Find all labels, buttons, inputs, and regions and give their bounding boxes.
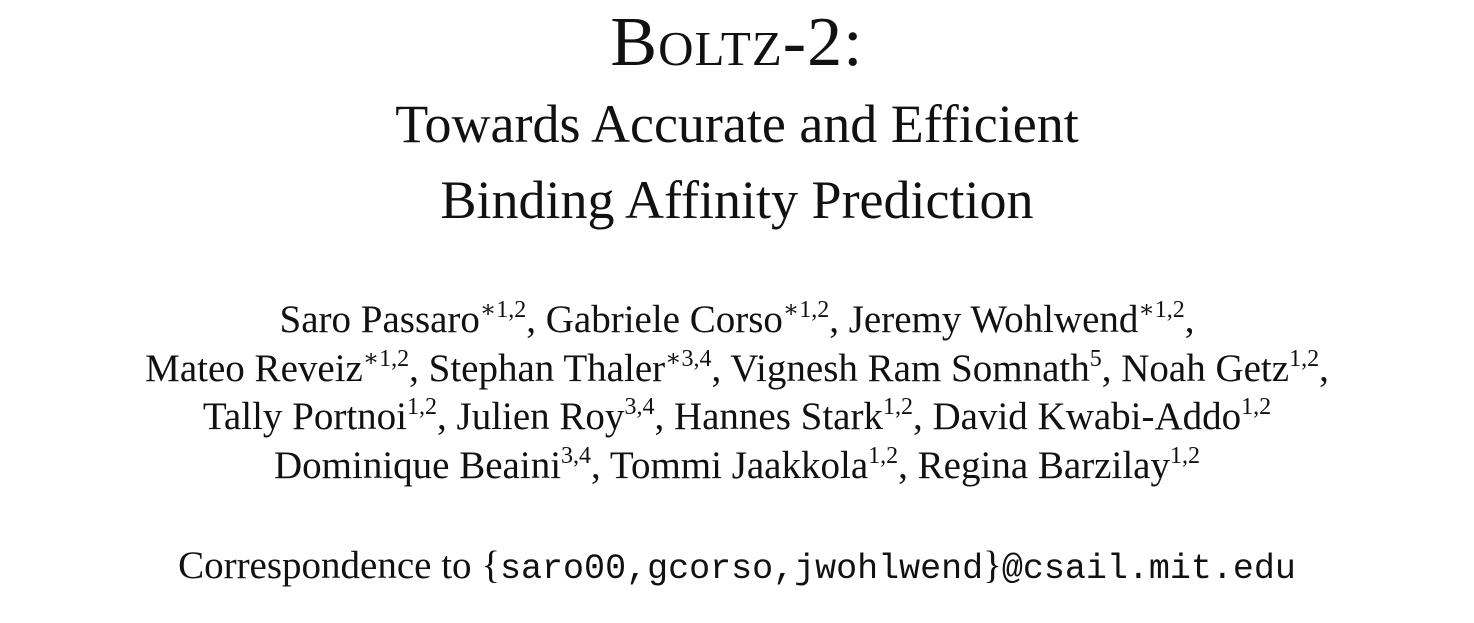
paper-title-name: Boltz-2: — [610, 4, 864, 81]
author-separator: , — [437, 395, 457, 438]
author: Vignesh Ram Somnath5, — [730, 347, 1121, 390]
author-separator: , — [912, 395, 933, 438]
author: Dominique Beaini3,4, — [274, 444, 610, 487]
author-name: Tommi Jaakkola — [609, 443, 869, 487]
author-name: Mateo Reveiz — [145, 346, 363, 390]
author-name: Regina Barzilay — [917, 443, 1170, 487]
author: Jeremy Wohlwend∗1,2, — [849, 298, 1195, 341]
correspondence-emails: saro00,gcorso,jwohlwend — [500, 549, 984, 589]
author-affiliation: 3,4 — [561, 442, 592, 469]
correspondence-domain: @csail.mit.edu — [1001, 549, 1296, 589]
author-separator: , — [409, 346, 429, 390]
author: David Kwabi-Addo1,2 — [932, 395, 1271, 438]
author: Hannes Stark1,2, — [674, 395, 933, 438]
correspondence-line: Correspondence to {saro00,gcorso,jwohlwe… — [0, 540, 1474, 595]
author: Mateo Reveiz∗1,2, — [145, 347, 428, 390]
author-line-4: Dominique Beaini3,4, Tommi Jaakkola1,2, … — [0, 442, 1474, 491]
author-name: Tally Portnoi — [202, 395, 408, 438]
correspondence-close-brace: } — [983, 544, 1002, 587]
author-separator: , — [711, 346, 731, 390]
author: Gabriele Corso∗1,2, — [546, 298, 849, 341]
author-name: Dominique Beaini — [274, 443, 562, 487]
author-separator: , — [829, 298, 849, 341]
paper-subtitle-line-1: Towards Accurate and Efficient — [395, 94, 1079, 154]
author-affiliation: 1,2 — [1241, 394, 1272, 420]
author-separator: , — [1319, 346, 1329, 390]
author: Stephan Thaler∗3,4, — [429, 347, 731, 390]
author-name: Stephan Thaler — [428, 346, 666, 390]
author-affiliation: 5 — [1089, 345, 1102, 372]
author-affiliation: 1,2 — [1169, 442, 1200, 469]
author-separator: , — [898, 443, 918, 487]
author-affiliation: ∗3,4 — [665, 345, 712, 372]
author: Tally Portnoi1,2, — [203, 395, 457, 438]
author-affiliation: 1,2 — [882, 394, 913, 420]
author-affiliation: ∗1,2 — [1138, 297, 1185, 323]
author-line-3: Tally Portnoi1,2, Julien Roy3,4, Hannes … — [0, 393, 1474, 442]
author-affiliation: ∗1,2 — [782, 297, 830, 323]
author-name: Noah Getz — [1121, 346, 1290, 390]
author-name: Saro Passaro — [279, 298, 480, 341]
author: Regina Barzilay1,2 — [918, 444, 1200, 487]
author-line-2: Mateo Reveiz∗1,2, Stephan Thaler∗3,4, Vi… — [0, 345, 1474, 394]
author-separator: , — [526, 298, 546, 341]
paper-title: Boltz-2: — [0, 4, 1474, 82]
author: Noah Getz1,2, — [1121, 347, 1329, 390]
author-affiliation: ∗1,2 — [479, 297, 527, 323]
author-affiliation: 1,2 — [407, 394, 438, 420]
author: Tommi Jaakkola1,2, — [610, 444, 918, 487]
author-name: Hannes Stark — [673, 395, 883, 438]
author-separator: , — [1101, 346, 1122, 390]
author-list: Saro Passaro∗1,2, Gabriele Corso∗1,2, Je… — [0, 296, 1474, 490]
author: Saro Passaro∗1,2, — [280, 298, 546, 341]
author-name: Jeremy Wohlwend — [848, 298, 1139, 341]
paper-subtitle-line-2: Binding Affinity Prediction — [440, 170, 1034, 230]
author-separator: , — [654, 395, 674, 438]
author-affiliation: ∗1,2 — [362, 345, 410, 372]
correspondence-open-brace: { — [481, 544, 501, 587]
author-separator: , — [1184, 298, 1195, 341]
author-affiliation: 1,2 — [1289, 345, 1320, 372]
author-separator: , — [591, 443, 610, 487]
author-line-1: Saro Passaro∗1,2, Gabriele Corso∗1,2, Je… — [0, 296, 1474, 345]
author-name: Gabriele Corso — [545, 298, 783, 341]
author-name: David Kwabi-Addo — [932, 395, 1242, 438]
author-name: Vignesh Ram Somnath — [730, 346, 1090, 390]
author-name: Julien Roy — [456, 395, 625, 438]
author-affiliation: 1,2 — [868, 442, 899, 469]
correspondence-prefix: Correspondence to — [178, 544, 482, 587]
author: Julien Roy3,4, — [457, 395, 674, 438]
author-affiliation: 3,4 — [624, 394, 655, 420]
